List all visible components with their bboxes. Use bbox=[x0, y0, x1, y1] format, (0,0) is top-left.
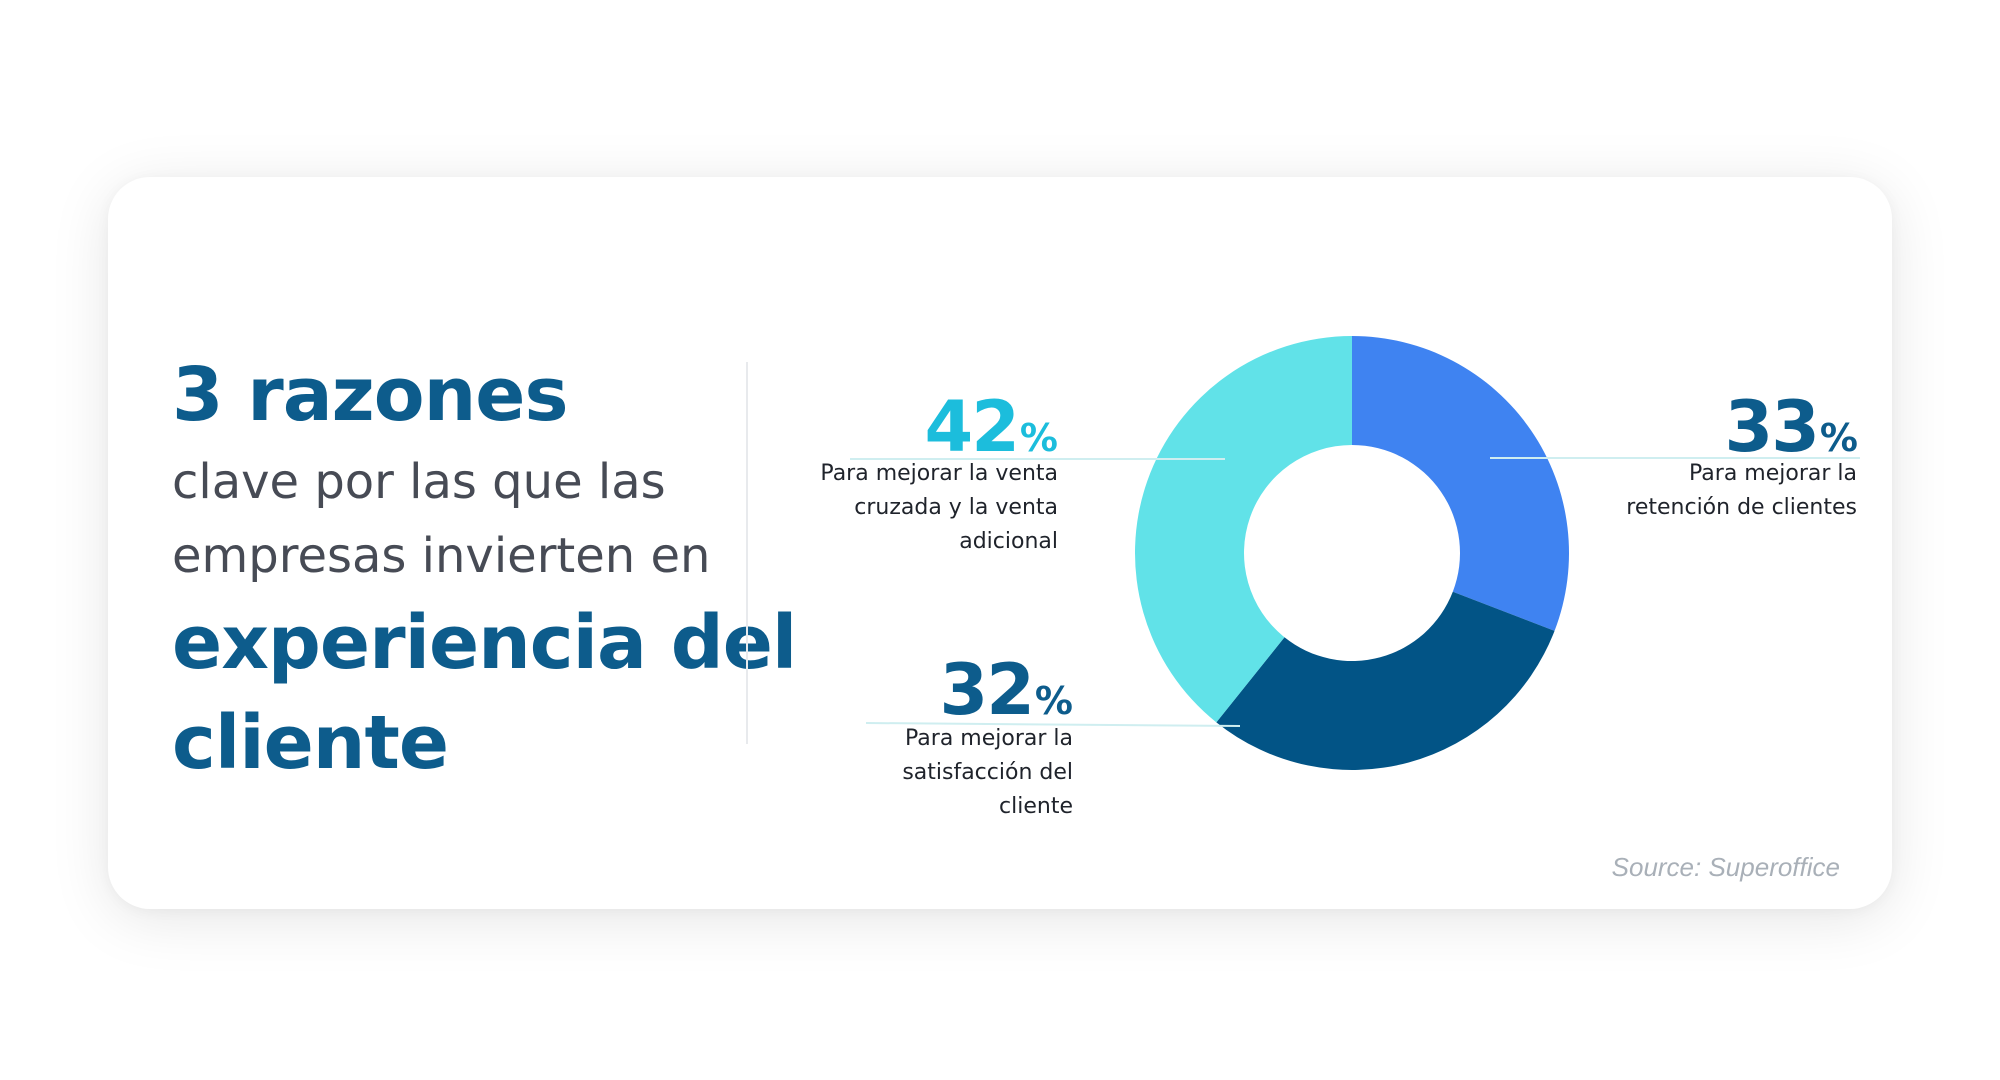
donut-slice bbox=[1135, 336, 1352, 723]
vertical-divider bbox=[746, 362, 748, 744]
leader-line bbox=[865, 722, 1241, 727]
slice-description: Para mejorar la venta cruzada y la venta… bbox=[820, 457, 1058, 559]
source-note: Source: Superoffice bbox=[1611, 852, 1840, 882]
donut-slices bbox=[1135, 336, 1569, 770]
slice-value-label: 32% bbox=[940, 655, 1074, 736]
slice-value-unit: % bbox=[1819, 416, 1858, 460]
slice-description-line: Para mejorar la venta bbox=[820, 461, 1058, 486]
headline-title: 3 razones bbox=[172, 352, 569, 438]
slice-value-number: 33 bbox=[1724, 386, 1820, 468]
slice-description-line: cruzada y la venta bbox=[854, 495, 1058, 520]
slice-description: Para mejorar la retención de clientes bbox=[1626, 457, 1857, 525]
slice-value-unit: % bbox=[1034, 679, 1073, 723]
headline-emphasis-line-1: experiencia del bbox=[172, 600, 797, 686]
donut-slice bbox=[1216, 591, 1555, 770]
slice-description-line: retención de clientes bbox=[1626, 495, 1857, 520]
slice-description: Para mejorar la satisfacción del cliente bbox=[902, 722, 1073, 824]
slice-description-line: Para mejorar la bbox=[1689, 461, 1857, 486]
headline-subtitle-line-1: clave por las que las bbox=[172, 454, 666, 510]
slice-description-line: cliente bbox=[999, 794, 1073, 819]
leader-lines bbox=[850, 457, 1860, 727]
slice-value-label: 42% bbox=[925, 392, 1059, 473]
headline-subtitle-line-2: empresas invierten en bbox=[172, 528, 711, 584]
slice-value-unit: % bbox=[1019, 416, 1058, 460]
infographic-card bbox=[108, 177, 1892, 909]
donut-slice bbox=[1352, 336, 1569, 631]
slice-description-line: Para mejorar la bbox=[905, 726, 1073, 751]
slice-value-number: 42 bbox=[924, 386, 1020, 468]
slice-description-line: satisfacción del bbox=[902, 760, 1073, 785]
headline: 3 razones clave por las que las empresas… bbox=[172, 345, 797, 793]
slice-value-number: 32 bbox=[939, 649, 1035, 731]
headline-emphasis-line-2: cliente bbox=[172, 700, 449, 786]
slice-description-line: adicional bbox=[959, 529, 1058, 554]
slice-value-label: 33% bbox=[1725, 392, 1859, 473]
